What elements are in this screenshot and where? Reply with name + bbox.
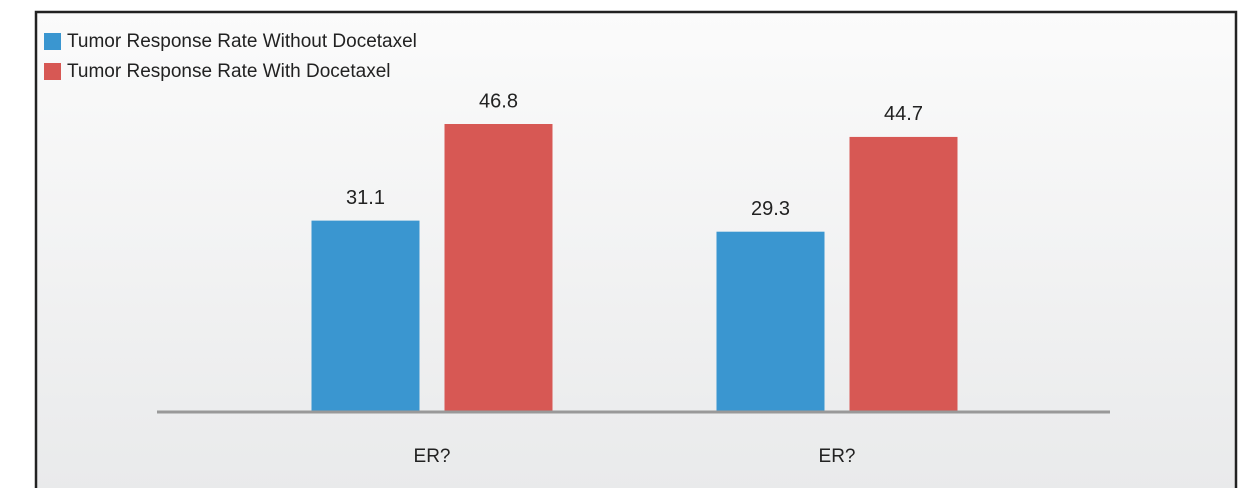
value-label: 29.3: [751, 198, 790, 220]
value-label: 46.8: [479, 90, 518, 112]
bar: [849, 136, 958, 412]
value-label: 44.7: [884, 103, 923, 125]
legend-swatch: [44, 33, 61, 50]
x-tick-label: ER?: [819, 446, 856, 467]
bar: [444, 124, 553, 412]
plot-frame: [34, 10, 1238, 488]
legend-label: Tumor Response Rate Without Docetaxel: [67, 31, 417, 52]
bar: [716, 231, 825, 412]
legend-label: Tumor Response Rate With Docetaxel: [67, 61, 390, 82]
x-tick-label: ER?: [414, 446, 451, 467]
bar: [311, 220, 420, 412]
legend-swatch: [44, 63, 61, 80]
value-label: 31.1: [346, 187, 385, 209]
